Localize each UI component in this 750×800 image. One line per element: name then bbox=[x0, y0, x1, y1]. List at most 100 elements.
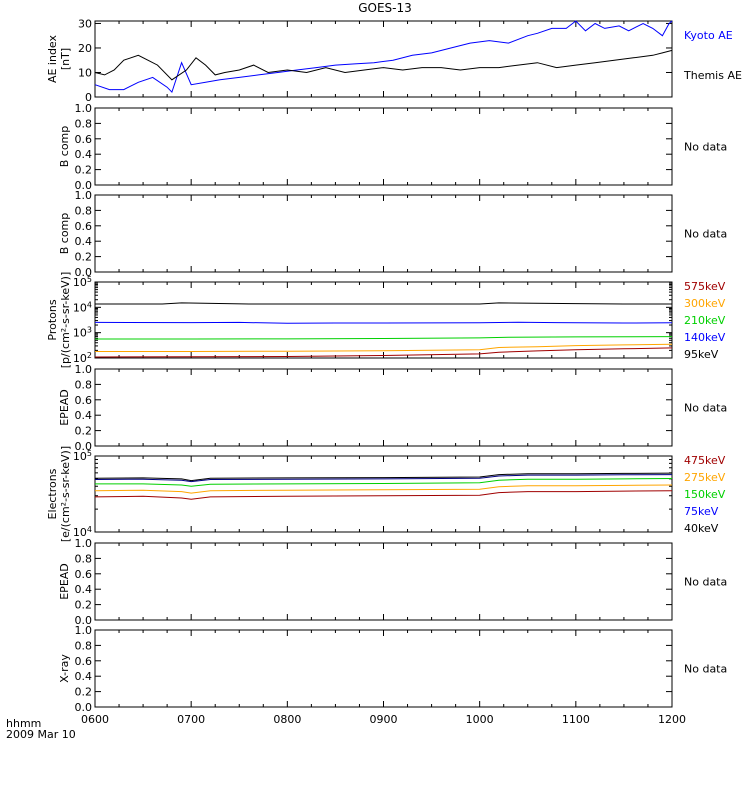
x-tick-label: 1200 bbox=[658, 713, 686, 726]
legend-label: Kyoto AE bbox=[684, 29, 733, 42]
y-tick-label: 0.2 bbox=[75, 425, 93, 438]
no-data-label: No data bbox=[684, 141, 727, 154]
series-line-95kev bbox=[95, 302, 672, 305]
series-line-475kev bbox=[94, 490, 673, 500]
y-tick-label: 30 bbox=[78, 17, 92, 30]
series-line-140kev bbox=[94, 321, 673, 324]
series-line-40kev bbox=[94, 472, 673, 482]
x-tick-label: 1100 bbox=[562, 713, 590, 726]
panel-ae: 0 10 20 30 AE index [nT] Kyoto AE Themis AE bbox=[46, 17, 742, 104]
x-tick-label: 1000 bbox=[466, 713, 494, 726]
date-caption: 2009 Mar 10 bbox=[6, 728, 76, 741]
y-tick-label: 0.2 bbox=[75, 686, 93, 699]
panel-epead1: 0.0 0.2 0.4 0.6 0.8 1.0 EPEAD No data bbox=[58, 363, 727, 453]
series-line-300kev bbox=[95, 343, 673, 352]
y-tick-label: 103 bbox=[73, 326, 92, 340]
y-axis-label: B comp bbox=[58, 213, 71, 255]
y-axis-label: [p/(cm²-s-sr-keV)] bbox=[59, 272, 72, 369]
y-axis-label: Electrons bbox=[46, 468, 59, 519]
legend-label: 75keV bbox=[684, 505, 719, 518]
y-tick-label: 0.0 bbox=[75, 266, 93, 279]
legend-label: 140keV bbox=[684, 331, 726, 344]
panel-frame bbox=[94, 107, 673, 186]
x-tick-label: 0700 bbox=[177, 713, 205, 726]
y-tick-label: 1.0 bbox=[75, 363, 93, 376]
panel-frame bbox=[94, 281, 673, 359]
y-tick-label: 0.8 bbox=[75, 639, 93, 652]
y-tick-label: 105 bbox=[73, 275, 92, 289]
y-axis-label: X-ray bbox=[58, 654, 71, 683]
legend-label: 150keV bbox=[684, 488, 726, 501]
y-tick-label: 102 bbox=[73, 351, 92, 365]
panel-frame bbox=[94, 455, 673, 533]
legend-label: 475keV bbox=[684, 454, 726, 467]
y-tick-label: 0.8 bbox=[75, 552, 93, 565]
y-tick-label: 0.8 bbox=[75, 117, 93, 130]
y-tick-label: 0 bbox=[85, 91, 92, 104]
legend-label: 300keV bbox=[684, 297, 726, 310]
y-tick-label: 0.8 bbox=[75, 378, 93, 391]
y-axis-label: AE index bbox=[46, 34, 59, 83]
no-data-label: No data bbox=[684, 663, 727, 676]
y-tick-label: 0.6 bbox=[75, 133, 93, 146]
panel-frame bbox=[94, 629, 673, 708]
y-tick-label: 1.0 bbox=[75, 624, 93, 637]
series-line-150kev bbox=[95, 478, 673, 487]
y-tick-label: 0.6 bbox=[75, 220, 93, 233]
panel-frame bbox=[94, 194, 673, 273]
x-tick-label: 0600 bbox=[81, 713, 109, 726]
y-tick-label: 0.6 bbox=[75, 394, 93, 407]
series-line-kyoto-ae bbox=[94, 20, 673, 94]
y-tick-label: 105 bbox=[73, 449, 92, 463]
y-axis-label: [e/(cm²-s-sr-keV)] bbox=[59, 446, 72, 542]
y-tick-label: 0.2 bbox=[75, 164, 93, 177]
series-line-themis-ae bbox=[94, 49, 673, 81]
y-tick-label: 0.8 bbox=[75, 204, 93, 217]
x-tick-label: 0800 bbox=[273, 713, 301, 726]
y-axis-label: Protons bbox=[46, 299, 59, 340]
x-tick-label: 0900 bbox=[370, 713, 398, 726]
series-line-275kev bbox=[94, 484, 673, 494]
y-tick-label: 1.0 bbox=[75, 102, 93, 115]
panel-bcomp2: 0.0 0.2 0.4 0.6 0.8 1.0 B comp No data bbox=[58, 189, 727, 279]
y-tick-label: 0.0 bbox=[75, 614, 93, 627]
no-data-label: No data bbox=[684, 228, 727, 241]
panel-bcomp1: 0.0 0.2 0.4 0.6 0.8 1.0 B comp No data bbox=[58, 102, 727, 192]
legend-label: 40keV bbox=[684, 522, 719, 535]
legend-label: 95keV bbox=[684, 348, 719, 361]
panel-frame bbox=[94, 20, 673, 98]
time-axis: 0600 0700 0800 0900 1000 1100 1200 bbox=[81, 713, 686, 726]
series-line-575kev bbox=[94, 347, 673, 358]
y-tick-label: 1.0 bbox=[75, 537, 93, 550]
y-tick-label: 10 bbox=[78, 66, 92, 79]
legend-label: 210keV bbox=[684, 314, 726, 327]
y-tick-label: 0.2 bbox=[75, 599, 93, 612]
no-data-label: No data bbox=[684, 576, 727, 589]
y-tick-label: 104 bbox=[73, 525, 92, 539]
panel-xray: 0.0 0.2 0.4 0.6 0.8 1.0 X-ray No data bbox=[58, 624, 727, 714]
y-tick-label: 0.4 bbox=[75, 148, 93, 161]
y-tick-label: 0.0 bbox=[75, 701, 93, 714]
no-data-label: No data bbox=[684, 402, 727, 415]
y-tick-label: 0.4 bbox=[75, 583, 93, 596]
y-tick-label: 1.0 bbox=[75, 189, 93, 202]
series-line-75kev bbox=[94, 474, 673, 483]
panel-protons: 102 103 104 105 Protons [p/(cm²-s-sr-keV)] 575… bbox=[46, 272, 726, 369]
y-tick-label: 0.0 bbox=[75, 179, 93, 192]
panel-frame bbox=[94, 368, 673, 447]
y-tick-label: 0.2 bbox=[75, 251, 93, 264]
y-tick-label: 20 bbox=[78, 42, 92, 55]
panel-electrons: 104 105 Electrons [e/(cm²-s-sr-keV)] 475keV 2… bbox=[46, 446, 726, 542]
y-axis-label: EPEAD bbox=[58, 563, 71, 600]
y-tick-label: 0.6 bbox=[75, 655, 93, 668]
legend-label: Themis AE bbox=[683, 69, 742, 82]
panel-epead2: 0.0 0.2 0.4 0.6 0.8 1.0 EPEAD No data bbox=[58, 537, 727, 627]
y-tick-label: 0.4 bbox=[75, 670, 93, 683]
y-tick-label: 0.6 bbox=[75, 568, 93, 581]
chart-title: GOES-13 bbox=[358, 1, 412, 15]
y-tick-label: 0.4 bbox=[75, 409, 93, 422]
y-tick-label: 0.4 bbox=[75, 235, 93, 248]
y-tick-label: 0.0 bbox=[75, 440, 93, 453]
